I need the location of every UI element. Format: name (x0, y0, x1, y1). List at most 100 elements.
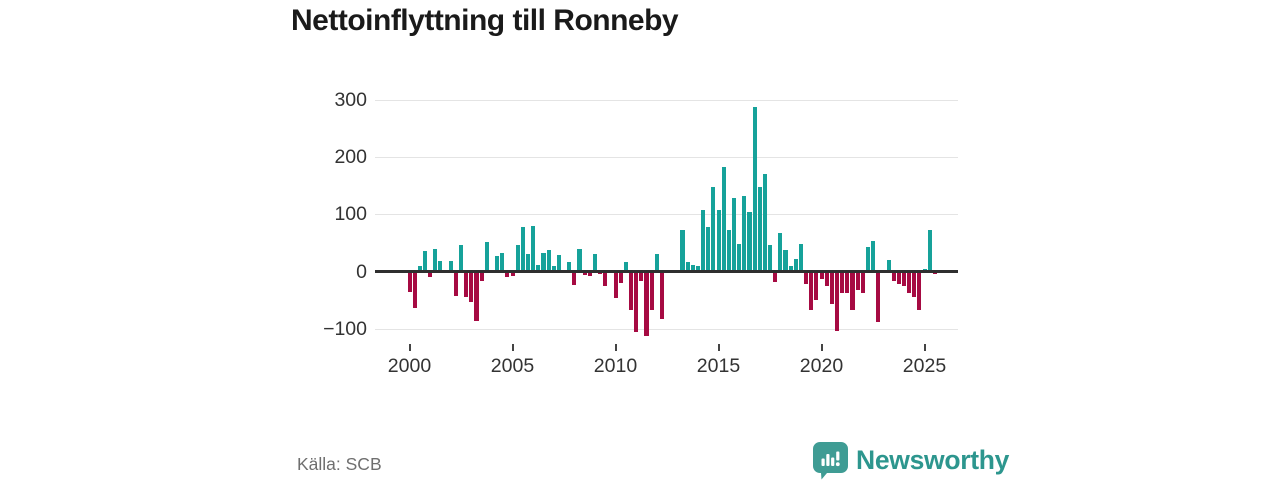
gridline (375, 328, 958, 330)
bar (685, 262, 690, 272)
bar (556, 254, 561, 272)
x-axis-tick (408, 344, 411, 351)
bar (896, 271, 901, 285)
bar (695, 265, 701, 272)
gridline (375, 214, 958, 216)
bar (603, 271, 608, 287)
bar (495, 256, 500, 272)
chart-title: Nettoinflyttning till Ronneby (291, 4, 679, 37)
bar (453, 271, 458, 296)
bar (654, 253, 659, 272)
bar (742, 195, 747, 272)
bar (783, 249, 788, 272)
bar (567, 261, 572, 272)
bar (510, 271, 515, 277)
bar (422, 251, 428, 272)
bar (716, 209, 721, 272)
bar (417, 265, 422, 272)
bar (886, 260, 891, 272)
bar (587, 271, 592, 277)
bar (829, 271, 834, 304)
bar (927, 229, 932, 272)
source-note: Källa: SCB (297, 454, 382, 474)
bar (613, 271, 618, 299)
x-axis-label: 2010 (593, 355, 638, 377)
x-axis-tick (923, 344, 926, 351)
bar (639, 271, 644, 282)
bar (757, 186, 762, 272)
bar (876, 271, 881, 322)
bar (865, 246, 870, 272)
bar (525, 254, 531, 272)
bar (582, 271, 587, 275)
x-axis-label: 2025 (902, 355, 947, 377)
bar (479, 271, 484, 281)
bar (577, 249, 582, 272)
bar (448, 261, 453, 272)
bar (618, 271, 623, 283)
bar (762, 174, 767, 272)
bar (634, 271, 639, 333)
bar (464, 271, 469, 297)
x-axis-label: 2000 (387, 355, 432, 377)
bar (623, 262, 628, 272)
bar (845, 271, 850, 293)
x-axis-label: 2015 (696, 355, 741, 377)
bar (680, 230, 685, 272)
y-axis-label: 200 (334, 145, 367, 168)
bar (701, 209, 706, 272)
bar (747, 212, 752, 272)
x-axis-tick (614, 344, 617, 351)
bar (793, 259, 798, 272)
bar (773, 271, 778, 283)
bar (628, 271, 634, 310)
bar (520, 227, 525, 272)
bar (788, 265, 793, 272)
bar (469, 271, 474, 303)
bar (659, 271, 664, 320)
bar (459, 244, 464, 272)
bar (500, 252, 505, 272)
bar (428, 271, 433, 277)
bar (824, 271, 829, 286)
bar (768, 245, 773, 272)
x-axis-label: 2005 (490, 355, 535, 377)
x-axis-tick (511, 344, 514, 351)
bar (690, 264, 695, 272)
bar (551, 266, 556, 272)
bar (531, 225, 536, 272)
bar (412, 271, 417, 309)
y-axis-label: −100 (323, 317, 367, 340)
x-axis-tick (717, 344, 720, 351)
bar (706, 227, 711, 272)
bar (721, 166, 726, 272)
bar (850, 271, 855, 310)
bar (731, 198, 737, 272)
bar (901, 271, 907, 286)
newsworthy-logo-text: Newsworthy (856, 445, 1010, 475)
bar (649, 271, 654, 310)
bar (907, 271, 912, 294)
bar (644, 271, 649, 337)
bar (871, 240, 876, 272)
bar (515, 244, 520, 272)
bar (711, 186, 716, 272)
bar (891, 271, 896, 281)
x-axis-label: 2020 (799, 355, 844, 377)
bar (922, 268, 927, 272)
y-axis-label: 300 (334, 88, 367, 111)
bar (598, 271, 603, 275)
bar (809, 271, 814, 310)
newsworthy-logo: Newsworthy (812, 441, 1009, 480)
bar (819, 271, 824, 279)
gridline (375, 99, 958, 101)
bar (778, 233, 783, 272)
bar (536, 264, 541, 272)
bar (752, 106, 757, 272)
bar (737, 243, 742, 272)
bar (546, 249, 551, 272)
x-axis-tick (820, 344, 823, 351)
gridline (375, 156, 958, 158)
bar (433, 248, 438, 272)
